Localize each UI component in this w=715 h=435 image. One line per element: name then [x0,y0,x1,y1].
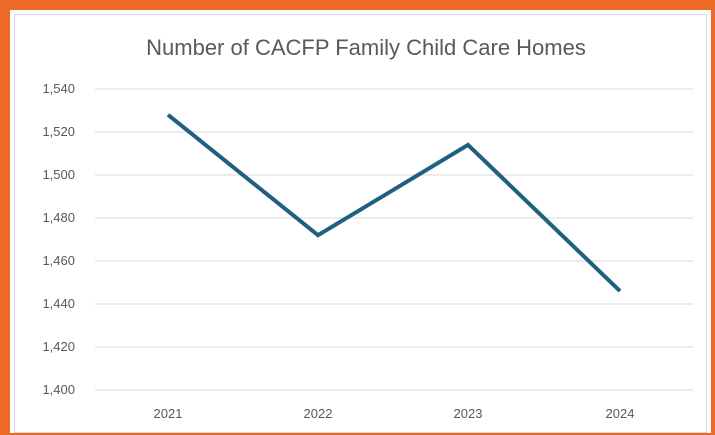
x-tick-label: 2021 [154,406,183,421]
chart-title: Number of CACFP Family Child Care Homes [146,35,586,60]
series-group [166,113,622,293]
series-line [166,113,622,293]
x-axis-ticks: 2021 2022 2023 2024 [154,406,635,421]
y-tick-label: 1,460 [42,253,75,268]
y-tick-label: 1,480 [42,210,75,225]
chart-panel [14,14,707,433]
x-tick-label: 2022 [304,406,333,421]
x-tick-label: 2024 [606,406,635,421]
x-tick-label: 2023 [454,406,483,421]
y-tick-label: 1,520 [42,124,75,139]
y-tick-label: 1,440 [42,296,75,311]
y-tick-label: 1,400 [42,382,75,397]
gridlines [95,88,693,391]
y-tick-label: 1,500 [42,167,75,182]
y-tick-label: 1,540 [42,81,75,96]
y-tick-label: 1,420 [42,339,75,354]
y-axis-ticks: 1,400 1,420 1,440 1,460 1,480 1,500 1,520 1,540 [42,81,75,397]
